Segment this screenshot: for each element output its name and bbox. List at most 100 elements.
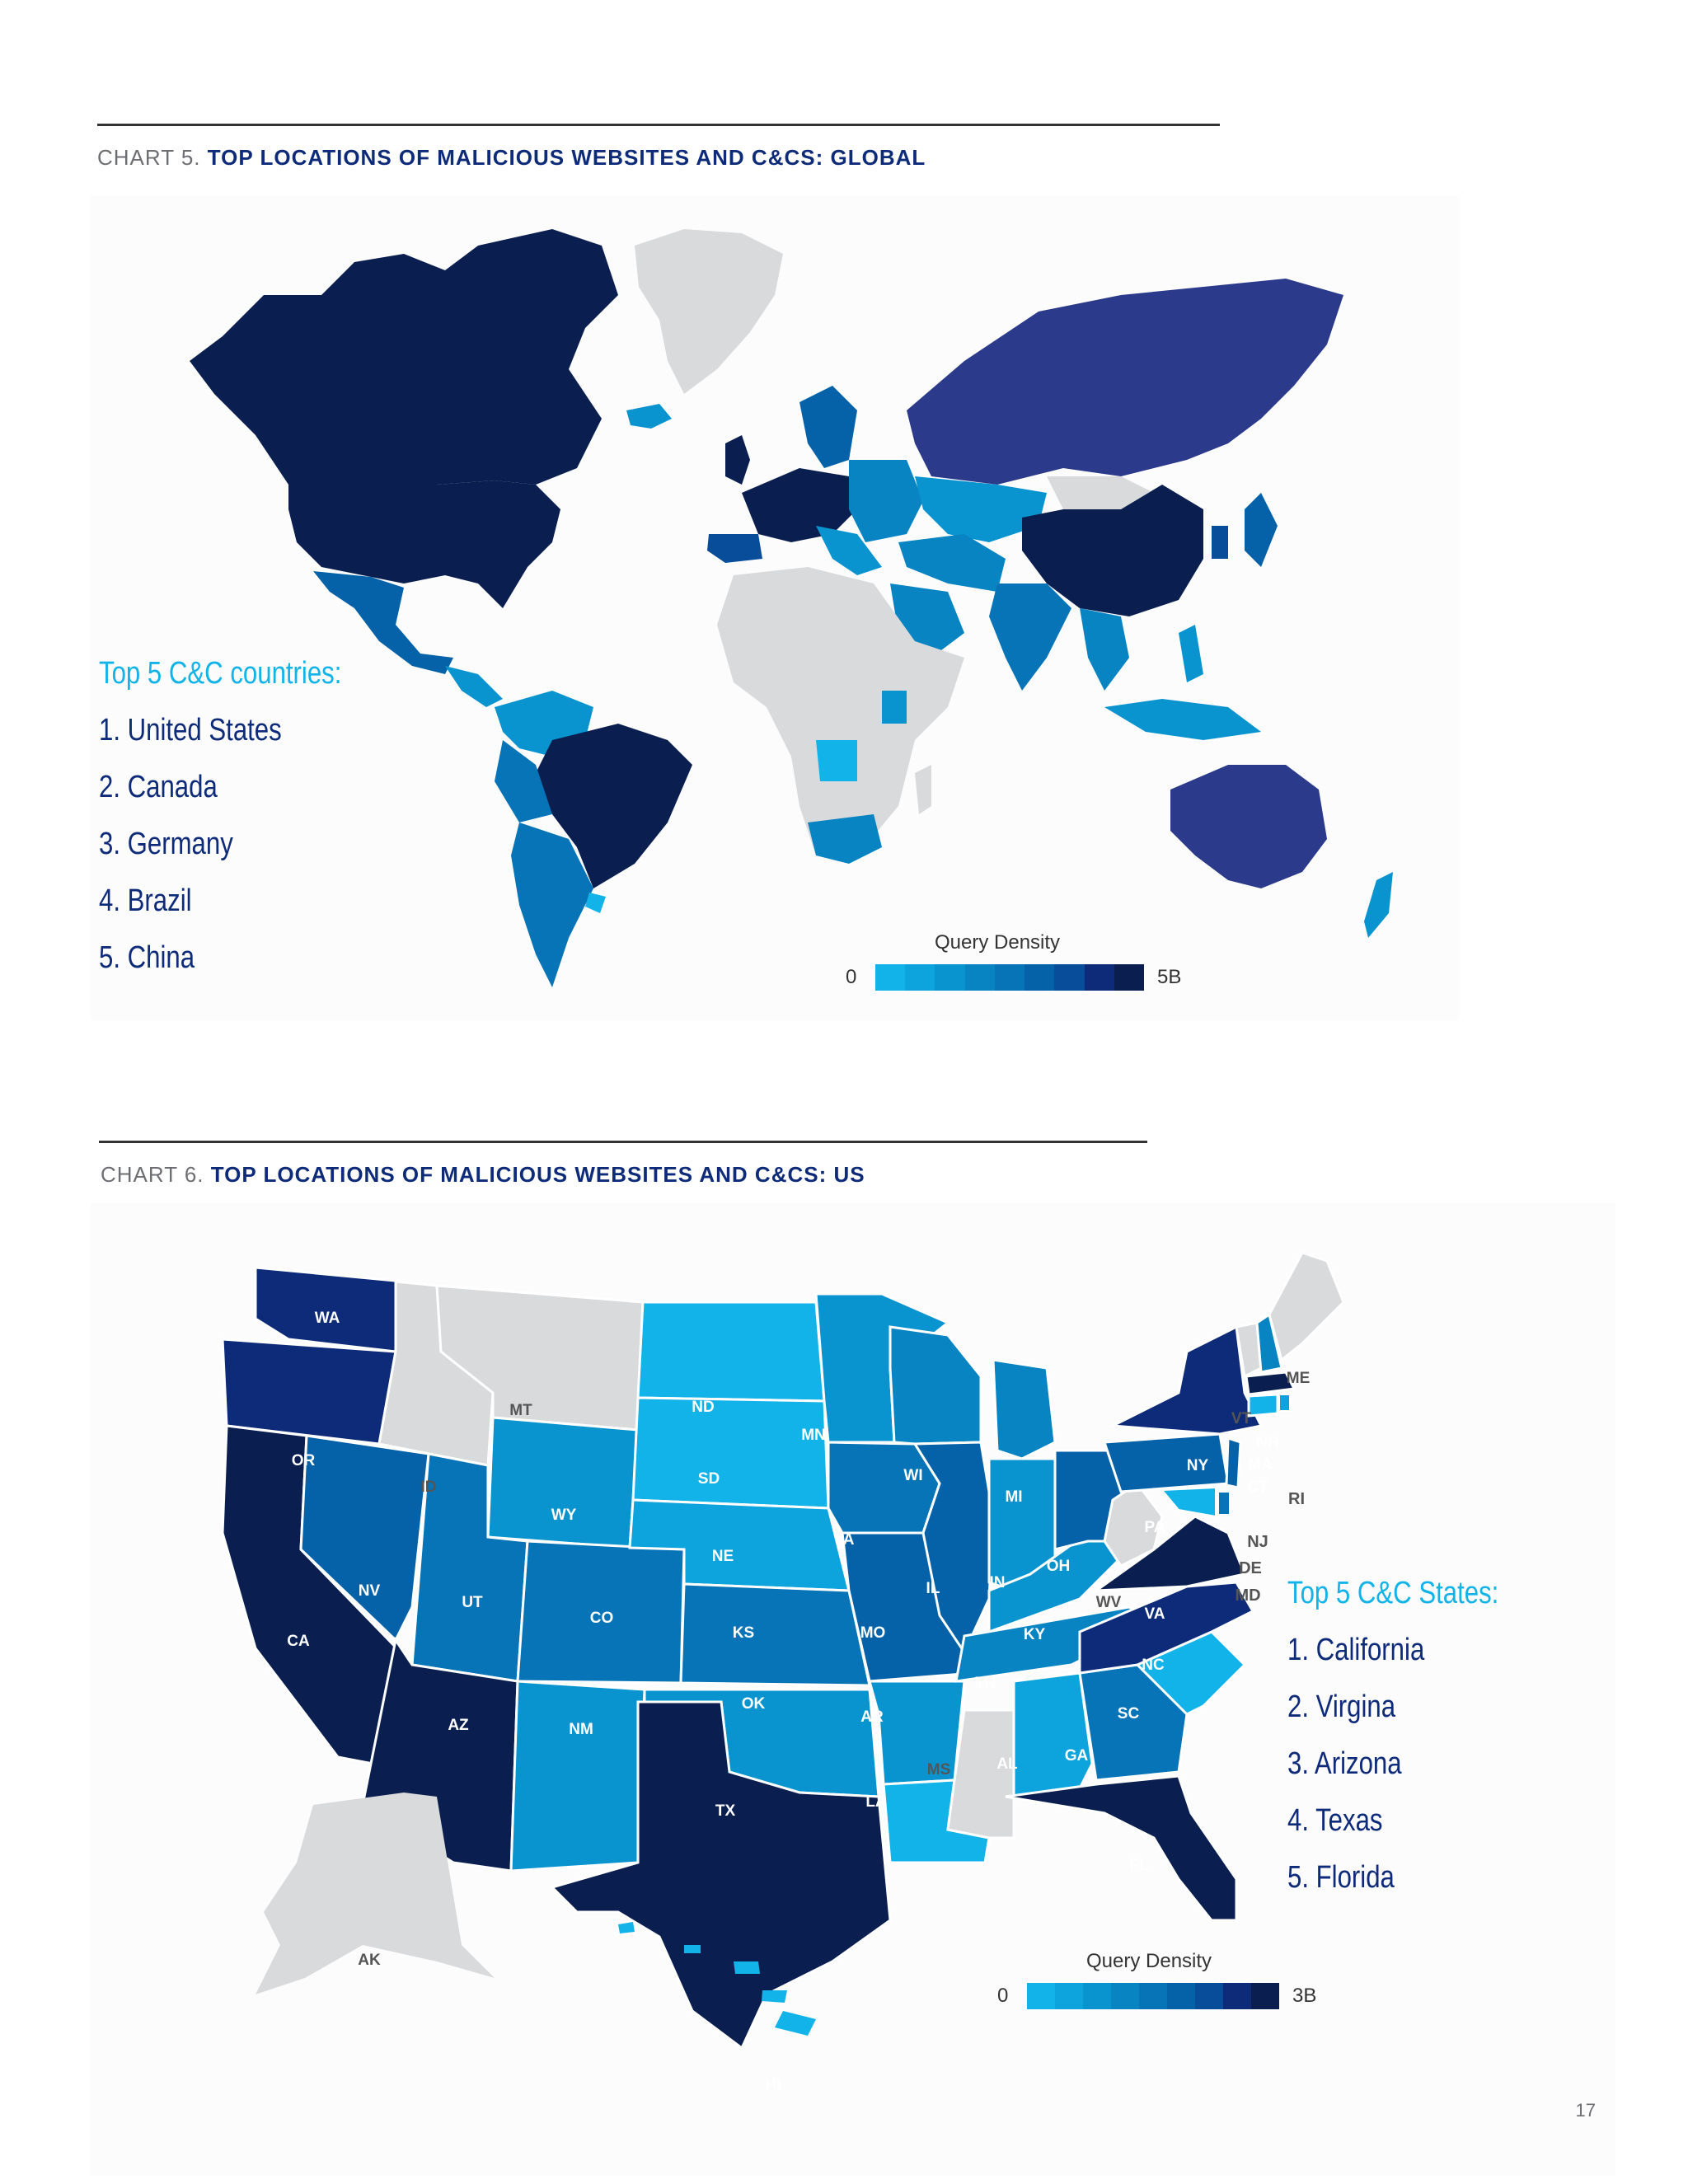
kazakhstan	[915, 476, 1047, 542]
legend-max: 5B	[1157, 966, 1182, 988]
legend-min: 0	[997, 1985, 1009, 2007]
southeast-asia	[1080, 608, 1129, 691]
state-nv	[299, 1434, 430, 1643]
turkey-iran	[898, 534, 1006, 592]
state-me	[1268, 1251, 1345, 1362]
state-wi	[889, 1325, 982, 1446]
chart6-legend: Query Density 0 3B	[992, 1950, 1339, 2016]
state-label-me: ME	[1287, 1370, 1311, 1387]
legend-scale-bar	[875, 964, 1144, 991]
chart6-prefix: CHART 6.	[101, 1162, 204, 1187]
chart6-top5-item: 1. California	[1287, 1633, 1425, 1667]
legend-scale-bar	[1027, 1983, 1279, 2009]
state-label-nv: NV	[359, 1582, 381, 1600]
state-label-co: CO	[590, 1610, 614, 1627]
italy-balkans	[816, 526, 882, 575]
chart5-top5-item: 3. Germany	[99, 827, 233, 861]
state-label-nh: NH	[1256, 1434, 1278, 1451]
state-label-ms: MS	[927, 1761, 951, 1779]
iberia	[707, 534, 762, 563]
state-label-ca: CA	[287, 1633, 310, 1650]
state-hi	[618, 1922, 816, 2036]
state-ak	[256, 1793, 495, 1994]
state-label-sc: SC	[1118, 1705, 1140, 1722]
state-wa	[254, 1266, 406, 1353]
state-nj	[1225, 1436, 1242, 1489]
chart6-top5-heading: Top 5 C&C States:	[1287, 1576, 1499, 1610]
state-label-mi: MI	[1005, 1488, 1022, 1506]
canada	[190, 229, 618, 485]
united-states	[288, 480, 560, 608]
indonesia	[1104, 699, 1261, 740]
argentina-chile	[511, 823, 593, 987]
state-label-ne: NE	[712, 1548, 734, 1565]
state-label-ok: OK	[742, 1695, 766, 1713]
state-label-oh: OH	[1047, 1558, 1071, 1575]
state-label-ky: KY	[1024, 1626, 1046, 1643]
state-label-il: IL	[926, 1580, 940, 1597]
chart5-prefix: CHART 5.	[97, 145, 201, 170]
state-pa	[1102, 1432, 1230, 1493]
chart6-title: CHART 6. TOP LOCATIONS OF MALICIOUS WEBS…	[101, 1162, 865, 1188]
state-de	[1217, 1491, 1231, 1516]
state-label-id: ID	[421, 1479, 437, 1496]
state-ny	[1108, 1324, 1264, 1436]
chart5-top5-item: 1. United States	[99, 713, 282, 748]
state-label-fl: FL	[1129, 1857, 1149, 1874]
state-label-pa: PA	[1145, 1519, 1165, 1536]
state-ct	[1247, 1393, 1279, 1418]
korea	[1212, 526, 1228, 559]
state-label-va: VA	[1145, 1605, 1165, 1623]
japan	[1245, 493, 1278, 567]
mexico	[313, 571, 453, 674]
state-label-sd: SD	[698, 1470, 720, 1488]
state-label-al: AL	[996, 1755, 1018, 1773]
uk	[725, 435, 750, 485]
chart5-top5-item: 4. Brazil	[99, 883, 192, 918]
scandinavia	[799, 386, 857, 468]
state-label-hi: HI	[766, 2077, 781, 2094]
chart5-panel	[91, 196, 1459, 1020]
state-label-az: AZ	[448, 1717, 469, 1734]
africa	[717, 567, 964, 855]
state-label-mo: MO	[860, 1624, 886, 1642]
state-nd	[636, 1301, 826, 1403]
state-label-md: MD	[1235, 1586, 1260, 1605]
state-label-tn: TN	[975, 1675, 996, 1692]
state-label-vt: VT	[1231, 1410, 1252, 1427]
legend-min: 0	[846, 966, 857, 988]
state-label-ut: UT	[462, 1594, 483, 1611]
state-ks	[679, 1582, 871, 1687]
state-label-nc: NC	[1142, 1657, 1165, 1674]
state-al	[1012, 1671, 1094, 1798]
madagascar	[915, 765, 931, 814]
chart5-title: CHART 5. TOP LOCATIONS OF MALICIOUS WEBS…	[97, 145, 926, 171]
legend-max: 3B	[1292, 1985, 1317, 2007]
chart5-top5: Top 5 C&C countries: 1. United States 2.…	[99, 656, 395, 976]
new-zealand	[1364, 872, 1393, 938]
state-ma	[1245, 1371, 1296, 1396]
iceland	[626, 404, 672, 429]
chart6-heading: TOP LOCATIONS OF MALICIOUS WEBSITES AND …	[210, 1162, 865, 1187]
state-md	[1160, 1486, 1217, 1518]
state-label-wa: WA	[315, 1310, 340, 1327]
kenya	[882, 691, 907, 724]
state-label-ri: RI	[1288, 1490, 1305, 1508]
state-label-tx: TX	[715, 1802, 736, 1820]
philippines	[1179, 625, 1203, 682]
chart6-top5-item: 4. Texas	[1287, 1803, 1383, 1838]
us-map: WA OR CA ID NV MT WY UT AZ CO NM ND SD NE KS OK TX MN IA MO…	[221, 1251, 1345, 2094]
chart6-top5-item: 3. Arizona	[1287, 1746, 1402, 1781]
india	[989, 583, 1071, 691]
state-label-wv: WV	[1096, 1594, 1122, 1611]
brazil	[536, 724, 692, 888]
state-label-ks: KS	[733, 1624, 754, 1642]
state-label-ga: GA	[1065, 1747, 1089, 1765]
state-label-wy: WY	[551, 1507, 577, 1524]
uruguay	[585, 893, 606, 913]
state-label-nd: ND	[692, 1399, 714, 1416]
state-label-ia: IA	[839, 1531, 855, 1549]
china	[1022, 485, 1203, 616]
state-label-or: OR	[292, 1452, 316, 1469]
state-label-mn: MN	[801, 1427, 826, 1444]
